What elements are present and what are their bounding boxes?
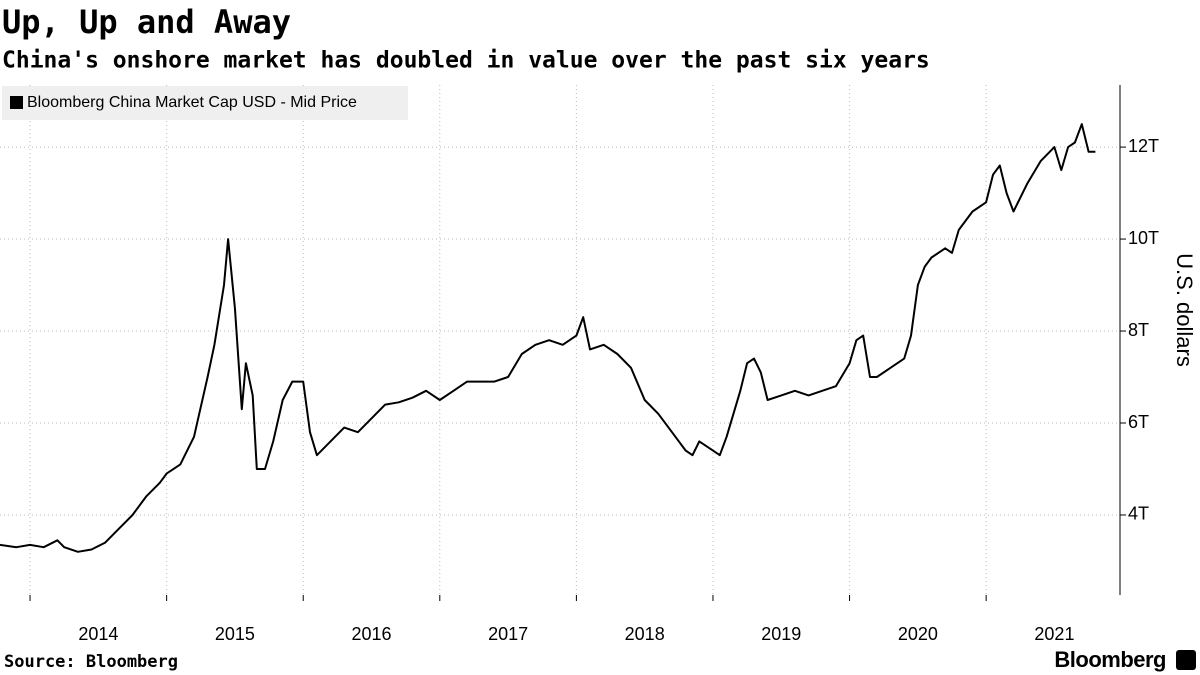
chart-subtitle: China's onshore market has doubled in va… (2, 48, 930, 74)
source: Source: Bloomberg (4, 652, 178, 672)
y-axis-label: U.S. dollars (1172, 253, 1197, 367)
legend-label: Bloomberg China Market Cap USD - Mid Pri… (27, 94, 357, 111)
legend-box (2, 86, 408, 120)
x-tick-label: 2020 (898, 624, 938, 644)
y-tick-label: 8T (1128, 320, 1149, 340)
legend-swatch (10, 96, 23, 109)
x-tick-label: 2017 (488, 624, 528, 644)
y-tick-label: 4T (1128, 504, 1149, 524)
legend: Bloomberg China Market Cap USD - Mid Pri… (2, 86, 408, 120)
x-tick-label: 2016 (351, 624, 391, 644)
y-tick-label: 12T (1128, 136, 1159, 156)
x-tick-label: 2015 (215, 624, 255, 644)
chart-title: Up, Up and Away (2, 3, 291, 41)
x-tick-label: 2014 (78, 624, 118, 644)
x-tick-label: 2021 (1034, 624, 1074, 644)
y-tick-label: 6T (1128, 412, 1149, 432)
y-tick-label: 10T (1128, 228, 1159, 248)
x-tick-label: 2019 (761, 624, 801, 644)
brand: Bloomberg (1054, 647, 1166, 672)
brand-icon (1176, 650, 1196, 670)
x-tick-label: 2018 (625, 624, 665, 644)
line (0, 123, 1096, 553)
